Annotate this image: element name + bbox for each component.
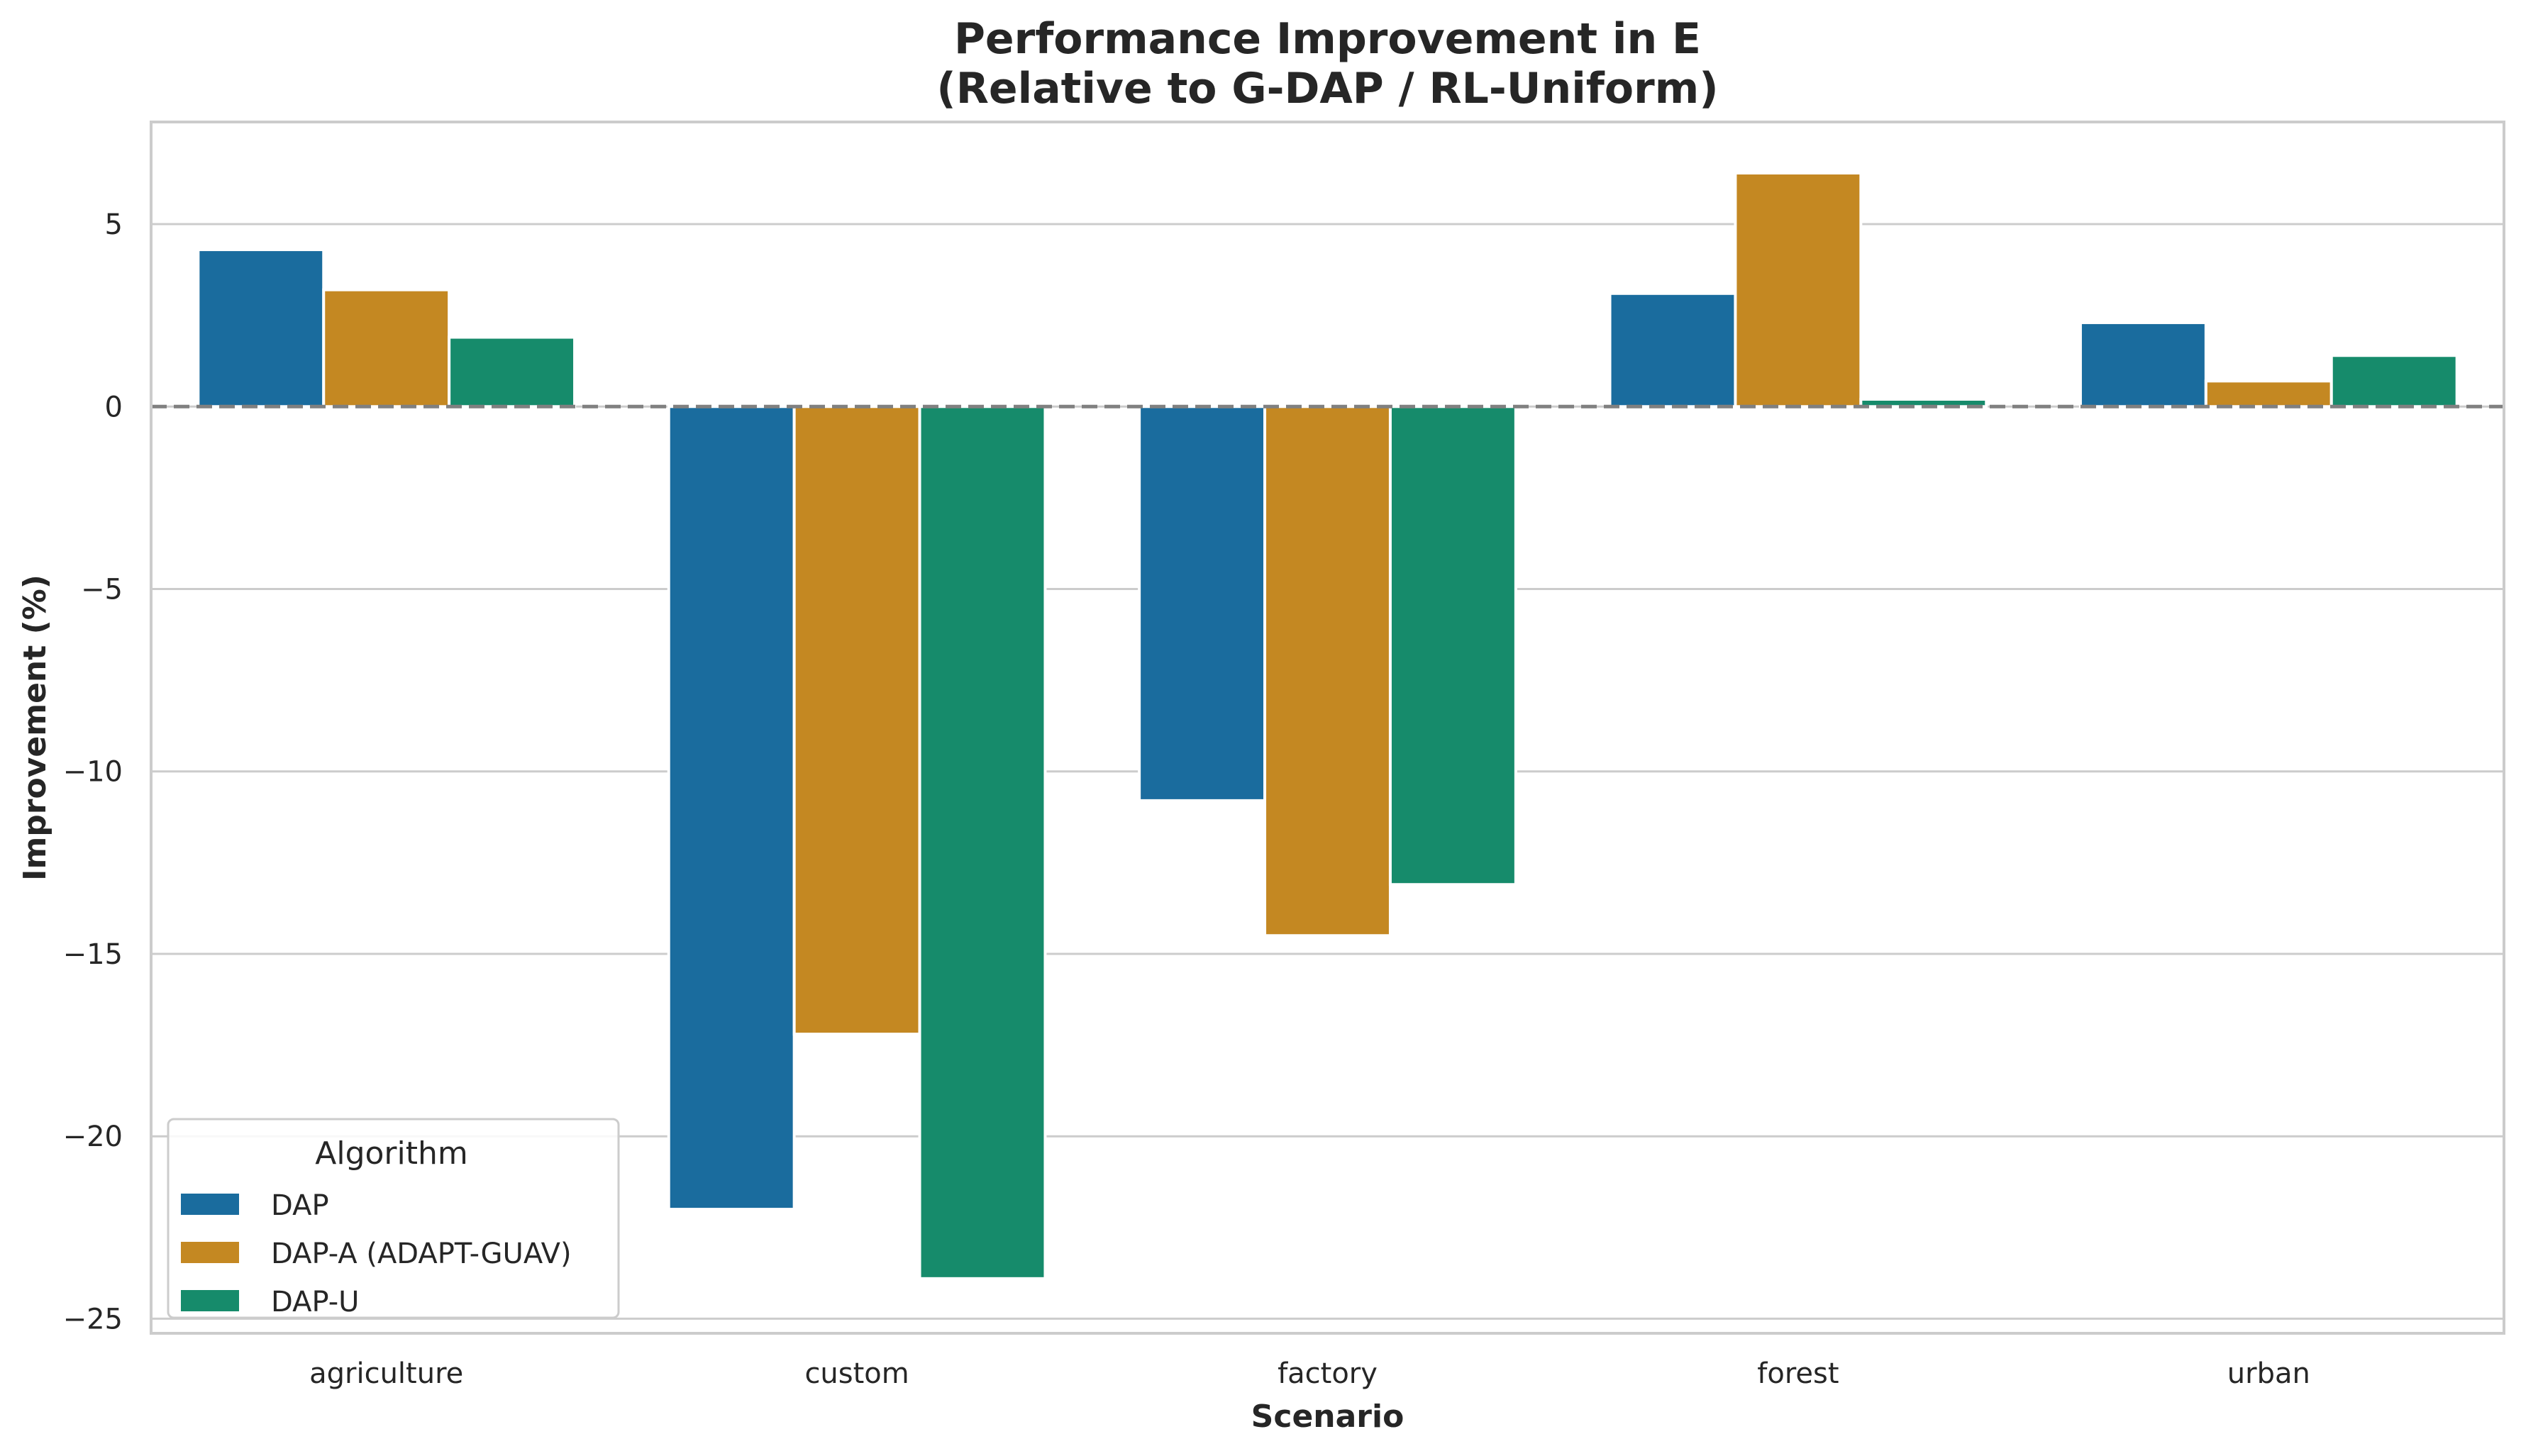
y-tick-label: −15 bbox=[63, 938, 123, 971]
legend-swatch bbox=[181, 1242, 239, 1263]
x-tick-label: forest bbox=[1757, 1357, 1839, 1390]
legend-swatch bbox=[181, 1194, 239, 1215]
bar-dap-a-adapt-guav-custom bbox=[792, 405, 921, 1036]
legend-label: DAP-A (ADAPT-GUAV) bbox=[271, 1238, 572, 1270]
x-tick-label: factory bbox=[1278, 1357, 1378, 1390]
chart-title-line-2: (Relative to G-DAP / RL-Uniform) bbox=[936, 64, 1718, 113]
bar-dap-u-urban bbox=[2329, 354, 2459, 409]
x-tick-label: urban bbox=[2227, 1357, 2310, 1390]
bars bbox=[196, 172, 2459, 1280]
x-tick-label: custom bbox=[804, 1357, 909, 1390]
y-axis-title: Improvement (%) bbox=[17, 574, 53, 881]
legend: Algorithm DAP DAP-A (ADAPT-GUAV) DAP-U bbox=[167, 1118, 620, 1319]
legend-title: Algorithm bbox=[315, 1135, 468, 1172]
y-tick-label: −25 bbox=[63, 1303, 123, 1335]
y-tick-label: 5 bbox=[105, 209, 123, 241]
bar-dap-a-adapt-guav-agriculture bbox=[322, 288, 451, 409]
plot-frame bbox=[150, 121, 2505, 1335]
bar-dap-forest bbox=[1608, 291, 1737, 409]
legend-label: DAP-U bbox=[271, 1286, 359, 1318]
bar-dap-u-agriculture bbox=[448, 335, 577, 409]
legend-items: DAP DAP-A (ADAPT-GUAV) DAP-U bbox=[181, 1189, 572, 1318]
y-tick-label: 0 bbox=[105, 391, 123, 423]
bar-dap-a-adapt-guav-forest bbox=[1734, 172, 1863, 409]
x-axis-title: Scenario bbox=[1251, 1399, 1404, 1435]
y-tick-label: −20 bbox=[63, 1121, 123, 1153]
bar-dap-u-factory bbox=[1388, 405, 1517, 887]
legend-swatch bbox=[181, 1290, 239, 1311]
bar-dap-factory bbox=[1138, 405, 1267, 802]
y-tick-labels: 5 0 −5 −10 −15 −20 −25 bbox=[63, 209, 123, 1335]
legend-box bbox=[167, 1118, 620, 1319]
x-tick-label: agriculture bbox=[309, 1357, 463, 1390]
x-tick-labels: agriculture custom factory forest urban bbox=[309, 1357, 2310, 1390]
bar-dap-urban bbox=[2078, 321, 2207, 409]
y-tick-label: −10 bbox=[63, 756, 123, 789]
y-tick-label: −5 bbox=[81, 574, 123, 606]
bar-dap-a-adapt-guav-factory bbox=[1263, 405, 1392, 938]
bar-dap-custom bbox=[667, 405, 796, 1211]
bar-dap-agriculture bbox=[196, 248, 326, 409]
chart-title-line-1: Performance Improvement in E bbox=[954, 14, 1701, 64]
bar-dap-a-adapt-guav-urban bbox=[2204, 379, 2333, 409]
legend-label: DAP bbox=[271, 1189, 329, 1222]
bar-dap-u-custom bbox=[918, 405, 1047, 1280]
